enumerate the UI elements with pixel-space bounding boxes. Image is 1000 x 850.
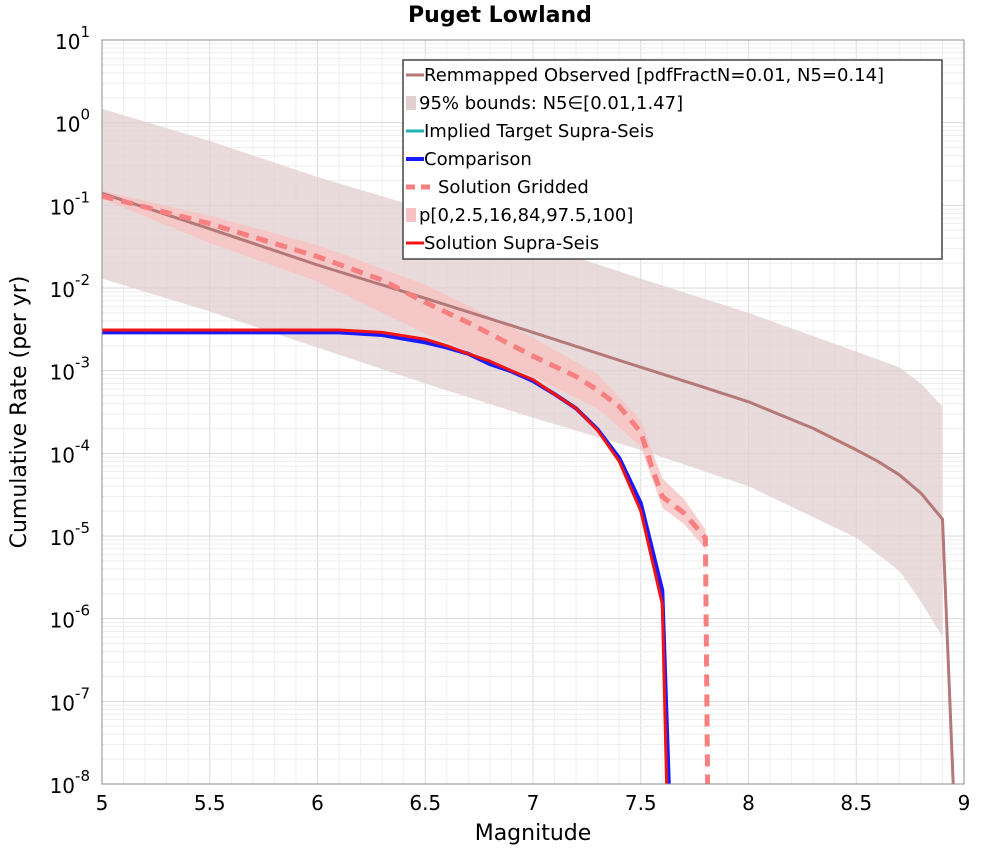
y-tick-label: 10-6: [50, 602, 90, 633]
y-tick-labels: 10-8 10-7 10-6 10-5 10-4 10-3 10-2 10-1 100 101: [50, 23, 90, 798]
legend-label: p[0,2.5,16,84,97.5,100]: [419, 205, 633, 226]
x-tick-label: 8.5: [840, 791, 872, 815]
y-axis-title: Cumulative Rate (per yr): [7, 276, 32, 549]
legend: Remmapped Observed [pdfFractN=0.01, N5=0…: [402, 59, 943, 260]
x-tick-label: 7: [527, 791, 540, 815]
x-axis-title: Magnitude: [475, 821, 592, 846]
y-tick-label: 10-8: [50, 767, 90, 798]
legend-label: 95% bounds: N5∈[0.01,1.47]: [419, 93, 683, 114]
series-lines: [101, 191, 955, 785]
line-series-6: [102, 328, 669, 785]
legend-label: Solution Supra-Seis: [424, 233, 599, 254]
x-tick-label: 5: [96, 791, 109, 815]
x-tick-label: 9: [958, 791, 971, 815]
y-tick-label: 10-4: [50, 436, 90, 467]
plot-frame: [101, 39, 965, 785]
line-series-0: [101, 191, 955, 785]
legend-label: Remmapped Observed [pdfFractN=0.01, N5=0…: [424, 65, 884, 86]
y-tick-label: 10-1: [50, 188, 90, 219]
band-series-1: [102, 108, 943, 638]
y-tick-label: 100: [55, 106, 90, 137]
x-tick-label: 5.5: [194, 791, 226, 815]
x-tick-label: 8: [742, 791, 755, 815]
x-tick-label: 7.5: [625, 791, 657, 815]
band-series-5: [102, 190, 706, 549]
legend-label: Solution Gridded: [438, 177, 589, 198]
line-series-4: [101, 193, 711, 785]
legend-box: [402, 59, 943, 260]
x-tick-labels: 5 5.5 6 6.5 7 7.5 8 8.5 9: [96, 791, 971, 815]
bands: [102, 108, 943, 638]
legend-swatch: [406, 96, 416, 110]
x-tick-label: 6: [311, 791, 324, 815]
x-tick-label: 6.5: [409, 791, 441, 815]
y-tick-label: 101: [55, 23, 90, 54]
y-tick-label: 10-5: [50, 519, 90, 550]
y-tick-label: 10-3: [50, 354, 90, 385]
y-tick-label: 10-7: [50, 684, 90, 715]
legend-swatch: [406, 208, 416, 222]
chart-title: Puget Lowland: [408, 3, 592, 28]
legend-label: Implied Target Supra-Seis: [424, 121, 654, 142]
legend-label: Comparison: [424, 149, 532, 170]
y-tick-label: 10-2: [50, 271, 90, 302]
